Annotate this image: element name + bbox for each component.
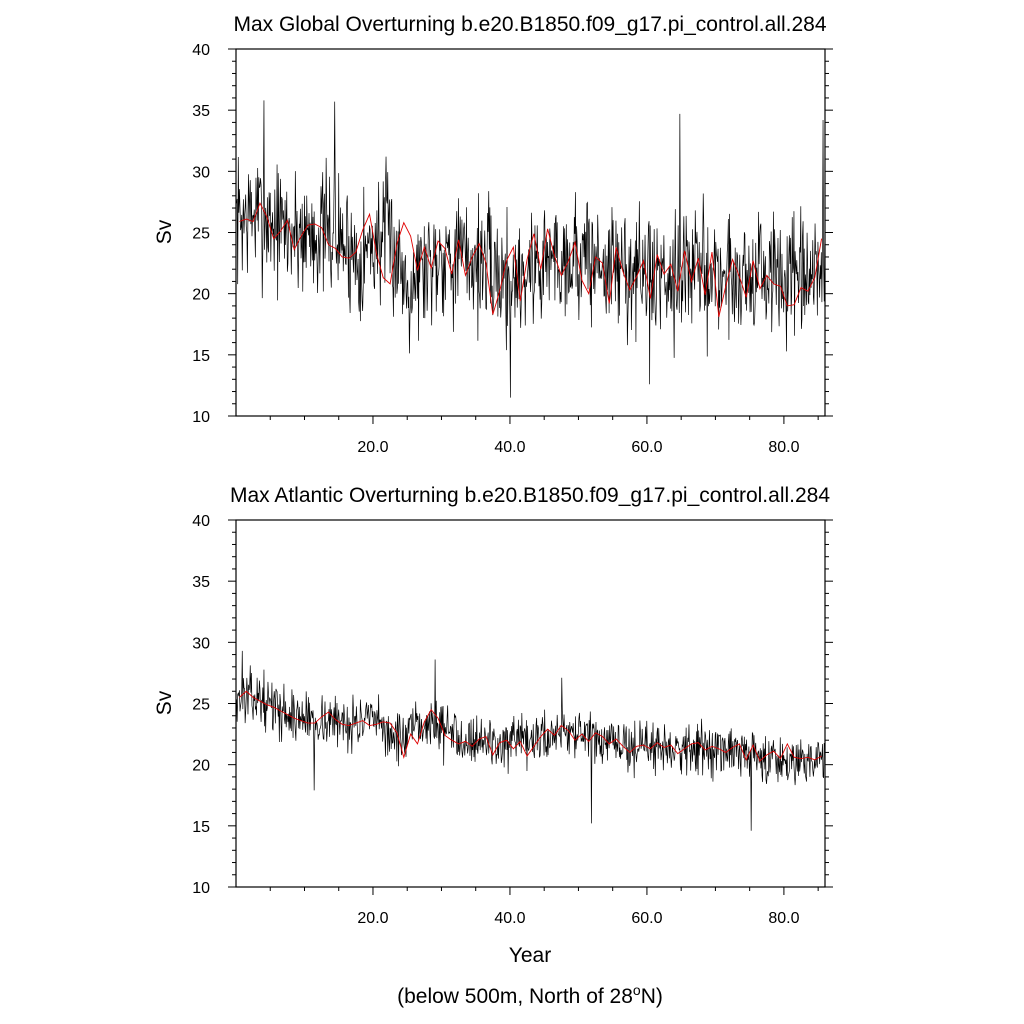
figure-note: (below 500m, North of 28oN): [397, 982, 663, 1008]
y-tick-label: 10: [192, 880, 210, 897]
y-tick-label: 15: [192, 348, 210, 365]
plot-frame: [235, 519, 826, 888]
series-monthly-line: [236, 100, 825, 398]
x-tick-label: 40.0: [494, 439, 525, 456]
atlantic-overturning-chart: Max Atlantic Overturning b.e20.B1850.f09…: [153, 484, 833, 927]
global-overturning-chart: Max Global Overturning b.e20.B1850.f09_g…: [153, 13, 833, 456]
series-monthly-line: [236, 650, 825, 831]
y-axis-label: Sv: [153, 219, 176, 244]
y-tick-label: 35: [192, 574, 210, 591]
x-tick-label: 80.0: [768, 439, 799, 456]
x-tick-label: 40.0: [494, 910, 525, 927]
y-tick-label: 40: [192, 513, 210, 530]
x-tick-label: 20.0: [357, 910, 388, 927]
y-tick-label: 20: [192, 758, 210, 775]
y-tick-label: 40: [192, 42, 210, 59]
x-tick-label: 60.0: [631, 910, 662, 927]
plot-frame: [235, 48, 826, 417]
y-tick-label: 30: [192, 635, 210, 652]
y-tick-label: 35: [192, 103, 210, 120]
y-tick-label: 15: [192, 819, 210, 836]
y-tick-label: 30: [192, 164, 210, 181]
chart-title: Max Atlantic Overturning b.e20.B1850.f09…: [230, 484, 830, 507]
y-axis-label: Sv: [153, 690, 176, 715]
note-prefix: (below 500m, North of 28: [397, 985, 633, 1008]
plot-area: 10 15 20 25 30 35 40 20.0 40.0 60.0 80.0: [192, 42, 833, 456]
series-annual-mean-line: [239, 202, 823, 318]
x-axis-label: Year: [509, 944, 551, 967]
note-suffix: N): [641, 985, 663, 1008]
y-tick-label: 25: [192, 226, 210, 243]
y-tick-label: 20: [192, 287, 210, 304]
chart-title: Max Global Overturning b.e20.B1850.f09_g…: [233, 13, 826, 36]
plot-area: 10 15 20 25 30 35 40 20.0 40.0 60.0 80.0: [192, 513, 833, 927]
x-tick-label: 20.0: [357, 439, 388, 456]
x-tick-label: 60.0: [631, 439, 662, 456]
x-tick-label: 80.0: [768, 910, 799, 927]
degree-symbol: o: [633, 982, 641, 998]
series-annual-mean-line: [239, 690, 822, 762]
y-tick-label: 10: [192, 409, 210, 426]
y-tick-label: 25: [192, 697, 210, 714]
